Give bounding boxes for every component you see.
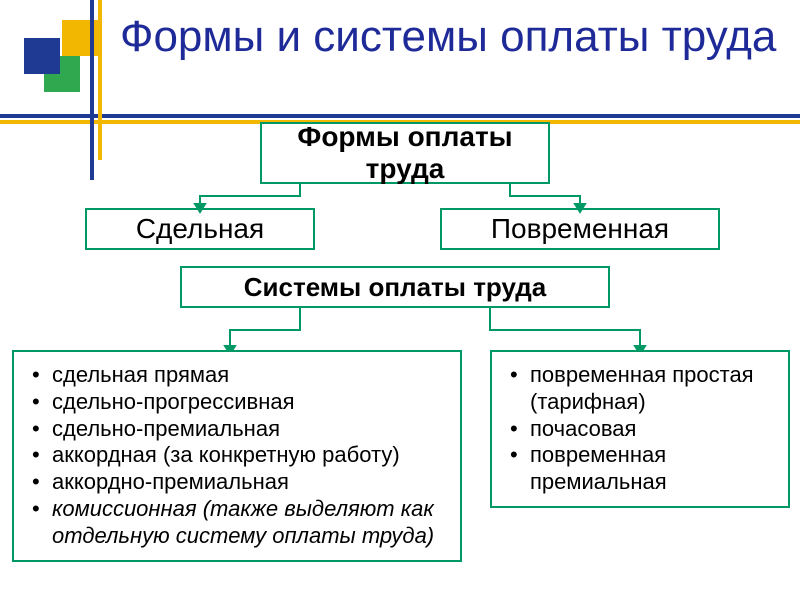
timebased-systems-box: повременная простая (тарифная) почасовая… (490, 350, 790, 508)
list-item: повременная премиальная (504, 442, 778, 496)
commission-item: комиссионная (также выделяют как отдельн… (52, 496, 434, 548)
list-item: сдельно-премиальная (26, 416, 450, 443)
list-item: аккордно-премиальная (26, 469, 450, 496)
list-item: сдельно-прогрессивная (26, 389, 450, 416)
piecework-systems-list: сдельная прямая сдельно-прогрессивная сд… (26, 362, 450, 550)
list-item: аккордная (за конкретную работу) (26, 442, 450, 469)
timebased-systems-list: повременная простая (тарифная) почасовая… (504, 362, 778, 496)
list-item: комиссионная (также выделяют как отдельн… (26, 496, 450, 550)
list-item: сдельная прямая (26, 362, 450, 389)
list-item: почасовая (504, 416, 778, 443)
piecework-systems-box: сдельная прямая сдельно-прогрессивная сд… (12, 350, 462, 562)
list-item: повременная простая (тарифная) (504, 362, 778, 416)
